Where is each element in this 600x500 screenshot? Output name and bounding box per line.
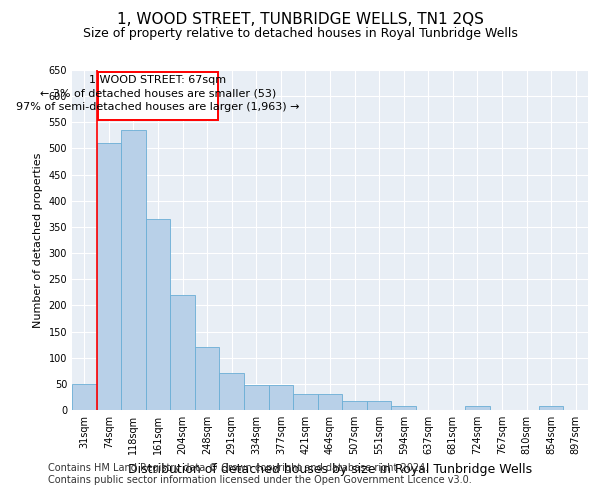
Bar bbox=[293, 394, 318, 410]
Bar bbox=[97, 143, 121, 410]
Bar bbox=[367, 400, 391, 410]
Bar bbox=[269, 386, 293, 410]
Bar bbox=[318, 394, 342, 410]
Bar bbox=[465, 406, 490, 410]
Bar bbox=[244, 386, 269, 410]
Bar bbox=[391, 406, 416, 410]
Text: 1 WOOD STREET: 67sqm: 1 WOOD STREET: 67sqm bbox=[89, 75, 227, 85]
Bar bbox=[342, 400, 367, 410]
Text: ← 3% of detached houses are smaller (53): ← 3% of detached houses are smaller (53) bbox=[40, 88, 276, 99]
Bar bbox=[146, 219, 170, 410]
Bar bbox=[72, 384, 97, 410]
Bar bbox=[220, 374, 244, 410]
Y-axis label: Number of detached properties: Number of detached properties bbox=[33, 152, 43, 328]
Text: Size of property relative to detached houses in Royal Tunbridge Wells: Size of property relative to detached ho… bbox=[83, 28, 517, 40]
Bar bbox=[121, 130, 146, 410]
Bar bbox=[170, 295, 195, 410]
X-axis label: Distribution of detached houses by size in Royal Tunbridge Wells: Distribution of detached houses by size … bbox=[128, 462, 532, 475]
Text: 1, WOOD STREET, TUNBRIDGE WELLS, TN1 2QS: 1, WOOD STREET, TUNBRIDGE WELLS, TN1 2QS bbox=[116, 12, 484, 28]
FancyBboxPatch shape bbox=[98, 72, 218, 120]
Text: Contains HM Land Registry data © Crown copyright and database right 2024.
Contai: Contains HM Land Registry data © Crown c… bbox=[48, 464, 472, 485]
Bar bbox=[195, 347, 220, 410]
Bar bbox=[539, 406, 563, 410]
Text: 97% of semi-detached houses are larger (1,963) →: 97% of semi-detached houses are larger (… bbox=[16, 102, 300, 113]
